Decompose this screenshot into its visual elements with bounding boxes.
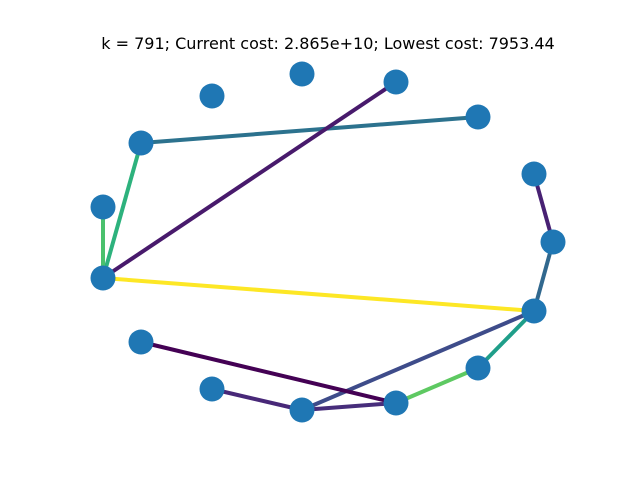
node-1 (383, 69, 409, 95)
node-6 (90, 194, 116, 220)
edge-4-3 (140, 115, 479, 145)
node-12 (199, 376, 225, 402)
nodes-layer (90, 61, 566, 423)
node-13 (383, 390, 409, 416)
node-0 (289, 61, 315, 87)
edge-10-13 (140, 340, 397, 405)
edge-9-11 (476, 309, 536, 370)
node-11 (465, 355, 491, 381)
edge-4-8 (101, 142, 143, 279)
node-10 (128, 329, 154, 355)
node-8 (90, 265, 116, 291)
node-7 (540, 229, 566, 255)
node-4 (128, 130, 154, 156)
node-9 (521, 298, 547, 324)
node-2 (199, 83, 225, 109)
edge-11-13 (395, 366, 479, 405)
edge-8-9 (102, 276, 535, 313)
edge-14-13 (301, 401, 397, 412)
node-5 (521, 161, 547, 187)
edge-8-1 (101, 80, 398, 280)
node-14 (289, 397, 315, 423)
edge-12-14 (211, 387, 303, 412)
figure-title: k = 791; Current cost: 2.865e+10; Lowest… (101, 34, 554, 53)
edge-9-14 (301, 309, 535, 412)
node-3 (465, 104, 491, 130)
